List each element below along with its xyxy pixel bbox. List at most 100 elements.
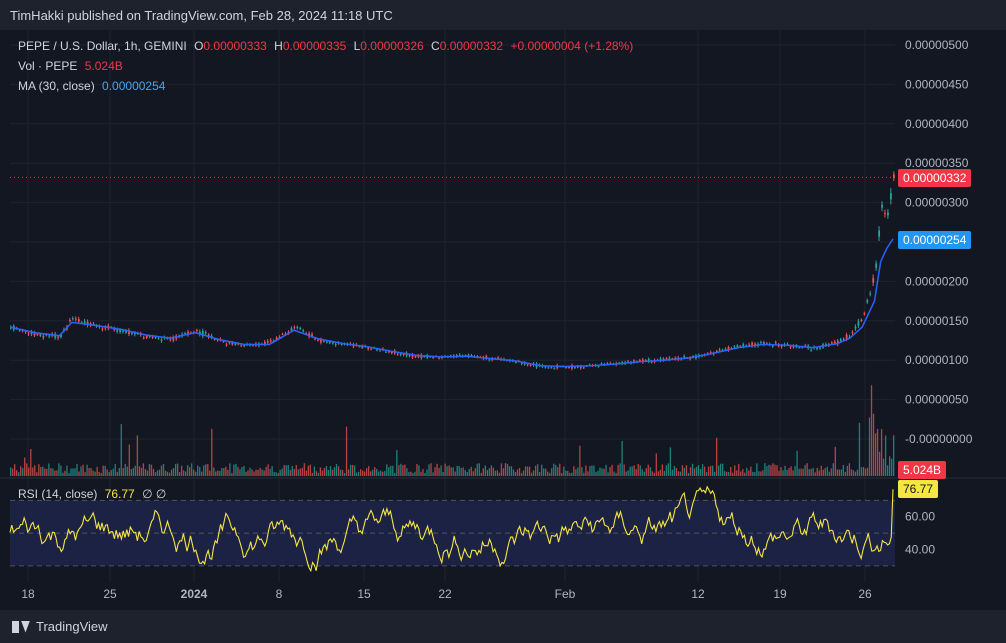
volume-bar <box>384 471 386 476</box>
volume-bar <box>858 422 861 476</box>
volume-bar <box>605 464 607 476</box>
volume-bar <box>98 471 100 476</box>
volume-label: Vol · PEPE <box>18 59 78 73</box>
volume-bar <box>577 467 579 476</box>
volume-bar <box>720 463 722 476</box>
volume-bar <box>538 471 541 476</box>
volume-bar <box>822 469 824 476</box>
volume-bar <box>444 463 446 476</box>
volume-bar <box>36 472 38 476</box>
volume-bar <box>850 469 853 476</box>
volume-bar <box>160 465 163 476</box>
volume-bar <box>536 464 539 476</box>
volume-bar <box>673 466 676 476</box>
volume-bar <box>545 468 547 476</box>
volume-bar <box>456 465 458 476</box>
volume-bar <box>158 469 161 476</box>
candle-body <box>204 332 207 334</box>
candle-body <box>125 330 127 333</box>
candle-body <box>568 366 570 368</box>
price-chart[interactable]: 18 25 2024 8 15 22 Feb 12 19 26 0.00000500 0.000004… <box>0 0 1006 610</box>
volume-bar <box>518 467 521 476</box>
rsi-legend: RSI (14, close) 76.77 ∅ ∅ <box>18 487 166 501</box>
candle-body <box>851 332 854 334</box>
volume-bar <box>339 469 342 476</box>
volume-bar <box>420 471 422 476</box>
volume-bar <box>639 465 641 476</box>
volume-bar <box>543 468 545 476</box>
volume-bar <box>629 466 631 476</box>
volume-bar <box>335 464 338 476</box>
volume-bar <box>396 449 398 476</box>
volume-bar <box>84 472 86 476</box>
volume-bar <box>709 465 712 476</box>
volume-bar <box>681 465 684 476</box>
volume-bar <box>390 465 392 476</box>
volume-bar <box>215 471 217 476</box>
candle-body <box>296 327 299 329</box>
volume-bar <box>888 456 891 476</box>
volume-bar <box>90 468 92 476</box>
volume-bar <box>814 472 816 476</box>
volume-bar <box>30 449 32 476</box>
volume-bar <box>621 440 623 476</box>
candle-body <box>804 345 807 347</box>
rsi-tag: 76.77 <box>898 480 939 498</box>
volume-bar <box>591 465 593 476</box>
candle-body <box>134 333 136 335</box>
change-value: +0.00000004 (+1.28%) <box>510 39 634 53</box>
volume-bar <box>836 469 838 476</box>
volume-bar <box>205 464 207 476</box>
volume-bar <box>126 466 128 476</box>
y-tick-label: 0.00000500 <box>905 38 969 52</box>
volume-bar <box>764 463 766 476</box>
candle-body <box>520 362 523 364</box>
volume-bar <box>585 465 587 476</box>
volume-bar <box>106 469 108 476</box>
volume-bar <box>659 469 661 476</box>
candle-body <box>641 359 644 363</box>
volume-bar <box>72 468 74 476</box>
candle-body <box>529 364 532 366</box>
volume-bar <box>597 470 599 476</box>
volume-bar <box>530 472 533 476</box>
volume-bar <box>277 472 279 476</box>
candle-body <box>547 367 550 369</box>
volume-bar <box>470 466 472 476</box>
volume-bar <box>209 470 211 476</box>
volume-bar <box>557 467 559 476</box>
x-tick-label: 19 <box>773 587 787 601</box>
candle-body <box>187 331 189 335</box>
candle-body <box>893 174 895 179</box>
candle-body <box>715 350 718 353</box>
publisher-text: TimHakki published on TradingView.com, F… <box>10 8 393 23</box>
volume-bar <box>78 471 80 476</box>
candle-body <box>199 331 201 335</box>
volume-bar <box>436 463 438 476</box>
volume-bar <box>828 471 830 476</box>
volume-bar <box>872 413 875 476</box>
volume-bar <box>16 470 18 476</box>
volume-bar <box>267 464 269 476</box>
volume-bar <box>790 466 792 476</box>
volume-bar <box>18 472 20 476</box>
volume-bar <box>561 472 563 476</box>
tradingview-brand[interactable]: TradingView <box>12 619 108 634</box>
volume-bar <box>492 467 495 476</box>
volume-bar <box>351 464 354 476</box>
volume-bar <box>380 470 382 476</box>
volume-bar <box>619 463 621 476</box>
volume-bar <box>197 465 199 476</box>
candle-body <box>544 366 547 368</box>
volume-bar <box>249 467 251 476</box>
candle-body <box>385 351 387 353</box>
candle-body <box>18 329 21 331</box>
candle-body <box>228 342 231 344</box>
volume-bar <box>164 470 167 476</box>
volume-bar <box>452 467 454 476</box>
volume-bar <box>370 471 372 476</box>
volume-bar <box>353 465 356 476</box>
volume-bar <box>524 466 527 476</box>
volume-bar <box>496 470 499 476</box>
volume-bar <box>762 470 764 476</box>
